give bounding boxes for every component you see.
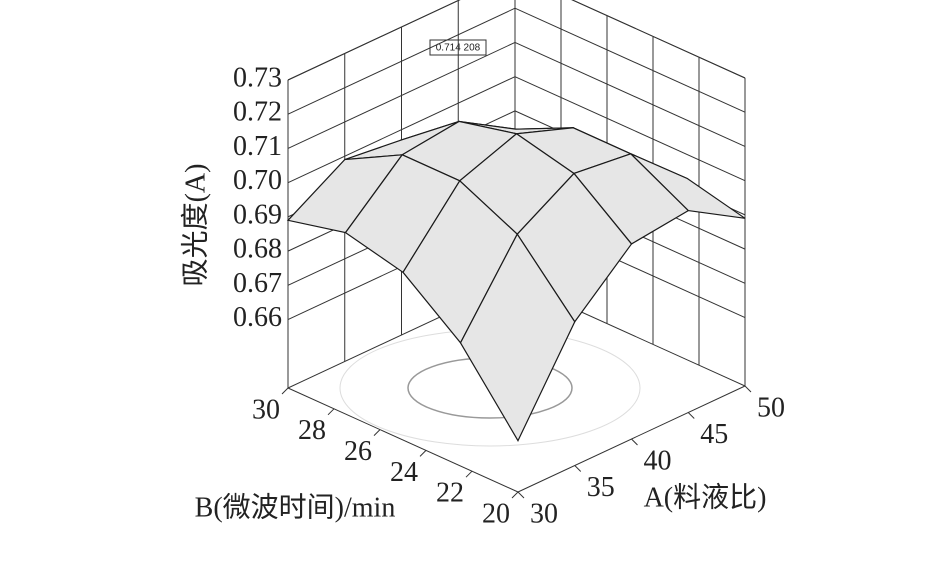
tick-mark bbox=[744, 385, 752, 393]
x-tick-label: 50 bbox=[757, 392, 785, 423]
z-tick-label: 0.71 bbox=[233, 131, 282, 162]
tick-mark bbox=[631, 438, 638, 446]
z-tick-label: 0.68 bbox=[233, 234, 282, 265]
grid-line bbox=[514, 76, 746, 182]
axis-frame bbox=[287, 387, 519, 493]
y-tick-label: 30 bbox=[252, 394, 280, 425]
tick-mark bbox=[373, 429, 381, 436]
tick-mark bbox=[465, 470, 473, 478]
z-tick-label: 0.66 bbox=[233, 302, 282, 333]
y-tick-label: 24 bbox=[390, 457, 418, 488]
y-tick-label: 26 bbox=[344, 436, 372, 467]
z-axis-label: 吸光度(A) bbox=[179, 164, 211, 287]
y-tick-label: 22 bbox=[436, 478, 464, 509]
z-tick-label: 0.73 bbox=[233, 62, 282, 93]
x-tick-label: 45 bbox=[700, 419, 728, 450]
tick-mark bbox=[419, 450, 427, 457]
grid-line bbox=[514, 41, 746, 147]
x-tick-label: 30 bbox=[530, 498, 558, 529]
x-axis-label: A(料液比) bbox=[644, 481, 767, 513]
z-tick-label: 0.72 bbox=[233, 97, 282, 128]
tick-mark bbox=[511, 491, 519, 499]
tick-mark bbox=[281, 387, 289, 395]
x-tick-label: 35 bbox=[587, 472, 615, 503]
z-tick-label: 0.69 bbox=[233, 199, 282, 230]
x-tick-label: 40 bbox=[644, 445, 672, 476]
z-tick-label: 0.70 bbox=[233, 165, 282, 196]
axis-frame bbox=[571, 0, 746, 79]
grid-line bbox=[514, 7, 746, 113]
grid-line bbox=[571, 0, 746, 79]
tick-mark bbox=[517, 491, 525, 499]
y-tick-label: 20 bbox=[482, 498, 510, 529]
tick-mark bbox=[327, 408, 335, 416]
y-tick-label: 28 bbox=[298, 415, 326, 446]
y-axis-label: B(微波时间)/min bbox=[195, 491, 396, 523]
tick-mark bbox=[687, 412, 695, 419]
surface-patch bbox=[459, 232, 576, 442]
tick-mark bbox=[574, 465, 582, 472]
z-tick-label: 0.67 bbox=[233, 268, 282, 299]
